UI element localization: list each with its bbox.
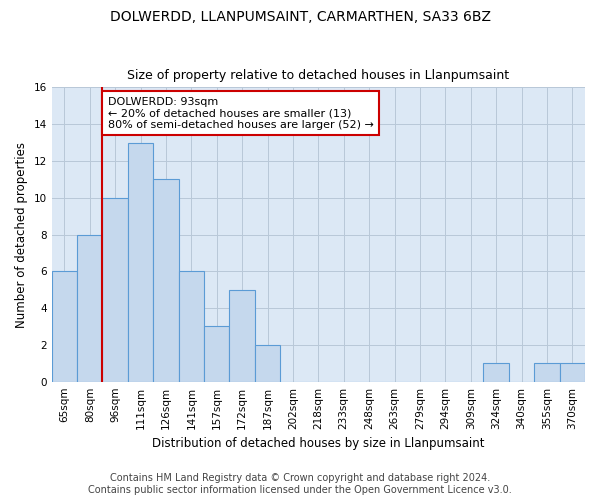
Bar bbox=[255, 345, 280, 382]
Bar bbox=[153, 180, 179, 382]
Bar bbox=[103, 198, 128, 382]
Bar bbox=[77, 234, 103, 382]
Text: Contains HM Land Registry data © Crown copyright and database right 2024.
Contai: Contains HM Land Registry data © Crown c… bbox=[88, 474, 512, 495]
Bar bbox=[204, 326, 229, 382]
Text: DOLWERDD: 93sqm
← 20% of detached houses are smaller (13)
80% of semi-detached h: DOLWERDD: 93sqm ← 20% of detached houses… bbox=[107, 96, 373, 130]
Bar bbox=[484, 364, 509, 382]
Bar bbox=[229, 290, 255, 382]
Bar bbox=[560, 364, 585, 382]
Bar bbox=[52, 272, 77, 382]
X-axis label: Distribution of detached houses by size in Llanpumsaint: Distribution of detached houses by size … bbox=[152, 437, 485, 450]
Bar bbox=[128, 142, 153, 382]
Y-axis label: Number of detached properties: Number of detached properties bbox=[15, 142, 28, 328]
Bar bbox=[534, 364, 560, 382]
Title: Size of property relative to detached houses in Llanpumsaint: Size of property relative to detached ho… bbox=[127, 69, 509, 82]
Text: DOLWERDD, LLANPUMSAINT, CARMARTHEN, SA33 6BZ: DOLWERDD, LLANPUMSAINT, CARMARTHEN, SA33… bbox=[110, 10, 491, 24]
Bar bbox=[179, 272, 204, 382]
